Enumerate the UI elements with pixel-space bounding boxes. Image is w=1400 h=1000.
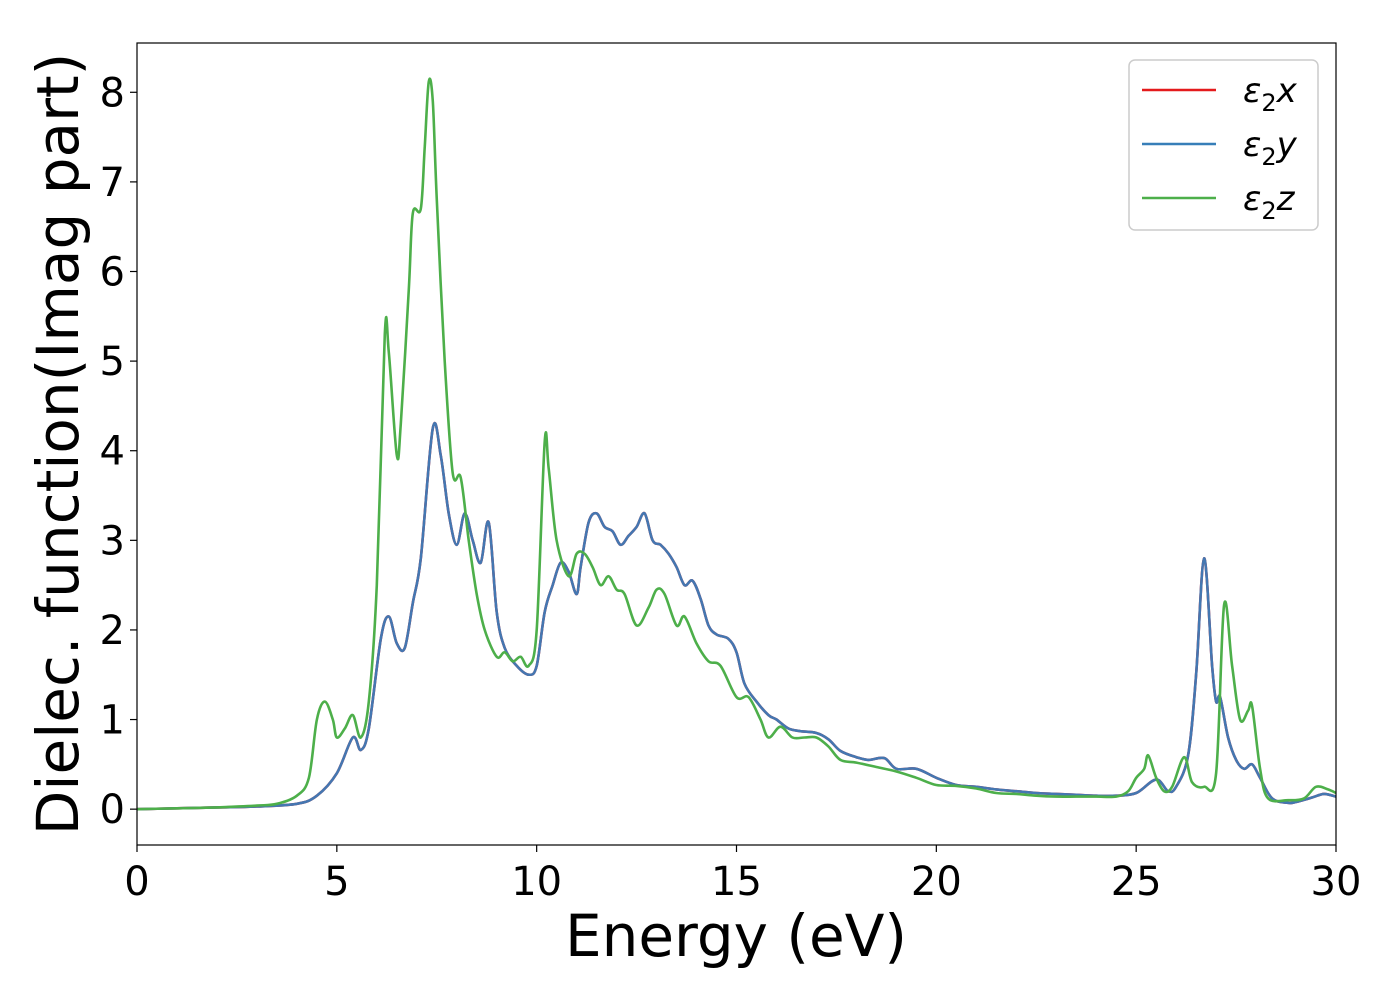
x-axis-title: Energy (eV) [565,902,907,970]
y-axis: 0 1 2 3 4 5 6 7 8 [100,70,137,833]
x-tick-label: 10 [511,859,562,905]
y-axis-title: Dielec. function(Imag part) [24,53,92,836]
x-tick-label: 20 [911,859,962,905]
x-tick-label: 15 [711,859,762,905]
y-tick-label: 5 [100,339,125,385]
y-tick-label: 7 [100,160,125,206]
series-line-e2y [136,421,1337,811]
legend-label: ε2x [1243,71,1298,117]
x-tick-label: 5 [324,859,349,905]
legend-label: ε2y [1243,125,1298,171]
x-tick-label: 0 [124,859,149,905]
series-layer [136,77,1337,811]
y-tick-label: 3 [100,518,125,564]
y-tick-label: 0 [100,787,125,833]
y-tick-label: 8 [100,70,125,116]
y-tick-label: 4 [100,429,125,475]
legend-box [1128,59,1319,231]
x-axis: 0 5 10 15 20 25 30 [124,845,1361,905]
x-tick-label: 30 [1311,859,1362,905]
y-tick-label: 1 [100,698,125,744]
y-tick-label: 2 [100,608,125,654]
series-line-e2z [136,77,1337,811]
y-tick-label: 6 [100,250,125,296]
legend: ε2x ε2y ε2z [1128,59,1319,231]
legend-label: ε2z [1243,179,1296,225]
x-tick-label: 25 [1111,859,1162,905]
